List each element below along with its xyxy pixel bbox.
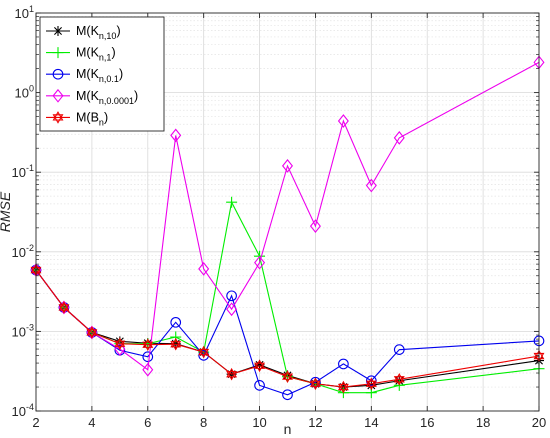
circle-marker — [142, 351, 154, 363]
y-tick-label: 10-4 — [12, 402, 34, 419]
x-tick-label: 10 — [252, 415, 266, 430]
axis-ticks: 2 4 6 8 10 12 14 16 18 20 10-4 10-3 10-2 10-1 100 101 — [12, 4, 547, 430]
legend-entry: M(Kn,0.1) — [46, 67, 123, 84]
series-line — [35, 61, 540, 371]
asterisk-marker — [53, 26, 63, 36]
legend-label: M(Kn,0.1) — [76, 67, 123, 84]
diamond-marker — [254, 255, 266, 270]
x-tick-label: 14 — [364, 415, 378, 430]
diamond-marker — [337, 114, 349, 128]
circle-marker — [52, 68, 64, 80]
diamond-marker — [365, 178, 377, 193]
legend-entry: M(Kn,1) — [46, 46, 116, 63]
legend-label: M(Kn,0.0001) — [76, 89, 138, 106]
hexagram-marker — [86, 326, 98, 339]
x-tick-label: 6 — [144, 415, 151, 430]
hexagram-marker — [226, 367, 238, 381]
diamond-marker — [170, 128, 182, 143]
x-tick-label: 20 — [532, 415, 546, 430]
hexagram-marker — [365, 377, 377, 391]
x-tick-label: 8 — [200, 415, 207, 430]
x-tick-label: 18 — [476, 415, 490, 430]
axes-box — [35, 12, 540, 412]
diamond-marker — [226, 302, 238, 317]
legend-label: M(Kn,10) — [76, 24, 121, 41]
hexagram-marker — [393, 373, 405, 386]
circle-marker — [254, 380, 265, 391]
legend-entry: M(Bn) — [46, 110, 108, 127]
y-axis-title: RMSE — [0, 191, 13, 232]
hexagram-marker — [337, 380, 349, 394]
diamond-marker — [309, 219, 321, 234]
x-tick-label: 16 — [420, 415, 434, 430]
y-tick-label: 100 — [15, 84, 34, 101]
circle-marker — [282, 389, 293, 401]
diamond-marker — [393, 130, 405, 145]
hexagram-marker — [142, 338, 154, 352]
y-tick-label: 10-2 — [12, 243, 34, 260]
hexagram-marker — [282, 370, 293, 383]
diamond-marker — [281, 159, 294, 173]
hexagram-marker — [52, 111, 64, 124]
diamond-marker — [142, 362, 154, 377]
series-layer — [30, 55, 545, 401]
diamond-marker — [52, 88, 64, 103]
hexagram-marker — [114, 337, 126, 351]
plus-marker — [52, 47, 64, 59]
series-3 — [30, 55, 545, 377]
legend-label: M(Kn,1) — [76, 46, 116, 63]
plus-marker — [170, 331, 182, 343]
y-tick-label: 10-3 — [12, 322, 34, 339]
x-axis-title: n — [284, 421, 292, 437]
hexagram-marker — [198, 345, 210, 359]
x-tick-label: 2 — [32, 415, 39, 430]
diamond-marker — [198, 262, 210, 276]
hexagram-marker — [309, 377, 321, 391]
circle-marker — [338, 358, 349, 370]
circle-marker — [226, 290, 237, 302]
y-tick-label: 101 — [15, 4, 34, 21]
legend-entry: M(Kn,10) — [46, 24, 121, 41]
diamond-marker — [114, 342, 126, 356]
asterisk-marker — [254, 359, 265, 370]
circle-marker — [170, 316, 182, 328]
series-line — [35, 269, 540, 388]
plus-marker — [226, 196, 238, 208]
hexagram-marker — [58, 301, 70, 314]
x-tick-label: 4 — [88, 415, 95, 430]
hexagram-marker — [170, 337, 182, 351]
y-tick-label: 10-1 — [12, 163, 34, 180]
circle-marker — [393, 344, 405, 355]
hexagram-marker — [254, 359, 266, 373]
legend-label: M(Bn) — [76, 110, 108, 127]
x-tick-label: 12 — [308, 415, 322, 430]
legend-entry: M(Kn,0.0001) — [46, 89, 138, 106]
legend: M(Kn,10) M(Kn,1) M(Kn,0.1) M(Kn,0.0001) M(Bn… — [39, 16, 165, 132]
